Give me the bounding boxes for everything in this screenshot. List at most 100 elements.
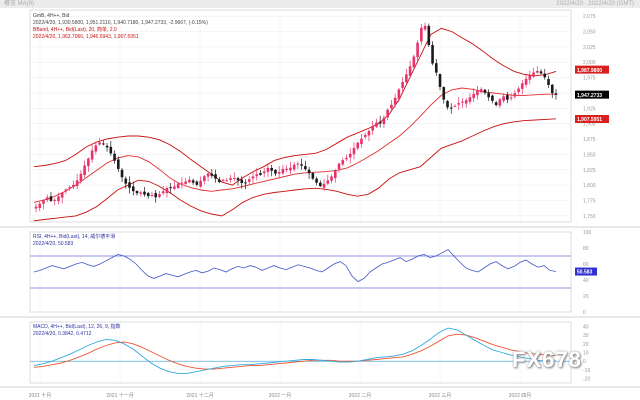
candle-body — [94, 145, 98, 152]
candle-body — [521, 83, 524, 89]
candle-body — [382, 117, 386, 125]
candle-body — [38, 203, 42, 209]
candle-body — [423, 25, 427, 30]
candle-body — [277, 172, 281, 174]
candle-body — [333, 170, 337, 179]
rsi-tick-label: 20 — [583, 294, 589, 300]
candle-body — [539, 71, 543, 74]
price-tick-label: 2,075 — [583, 14, 596, 20]
x-axis-label: 2021 十月 — [29, 392, 52, 399]
candle-body — [139, 192, 143, 194]
candle-body — [427, 25, 431, 46]
candle-body — [483, 89, 487, 93]
candle-body — [434, 63, 438, 73]
candle-body — [412, 56, 416, 68]
candle-body — [117, 159, 120, 169]
rsi-value-badge: 50.583 — [577, 270, 593, 276]
candle-body — [158, 194, 161, 197]
candle-body — [135, 191, 139, 194]
candle-body — [244, 182, 247, 184]
candle-body — [221, 179, 225, 181]
candle-body — [453, 105, 457, 107]
candle-body — [535, 71, 539, 73]
candle-body — [363, 134, 367, 137]
candle-body — [446, 101, 449, 108]
candle-body — [356, 142, 360, 149]
candle-body — [322, 183, 326, 188]
candle-body — [274, 169, 277, 174]
candle-body — [416, 42, 419, 58]
candle-body — [397, 89, 401, 100]
candle-body — [330, 176, 333, 181]
macd-tick-label: 40 — [583, 324, 589, 330]
candle-body — [195, 181, 199, 185]
macd-panel-frame — [29, 321, 572, 384]
price-tick-label: 2,025 — [583, 45, 596, 51]
candle-body — [300, 164, 303, 166]
candle-body — [57, 196, 60, 202]
x-axis-label: 2021 十一月 — [106, 392, 134, 399]
candle-body — [169, 187, 172, 189]
candle-body — [83, 165, 86, 176]
macd-value-label: 2022/4/20, 0.3842, 6.4712 — [33, 331, 92, 337]
candle-body — [532, 72, 535, 77]
candle-body — [53, 199, 57, 201]
price-tick-label: 1,825 — [583, 168, 596, 174]
candle-body — [442, 87, 446, 100]
last-price-tag: 1,947.2733 — [577, 93, 602, 99]
candle-body — [431, 44, 434, 64]
candle-body — [191, 180, 195, 183]
candle-body — [247, 179, 251, 182]
rsi-tick-label: 100 — [583, 230, 592, 236]
candle-body — [75, 180, 79, 187]
candle-body — [105, 145, 109, 148]
candle-body — [199, 180, 202, 187]
candle-body — [315, 178, 318, 183]
window-title-left: 概览 MA(9) — [4, 1, 35, 7]
macd-tick-label: 30 — [583, 333, 589, 339]
candle-body — [502, 96, 505, 101]
price-tick-label: 1,800 — [583, 183, 596, 189]
candle-body — [218, 179, 221, 183]
candle-body — [87, 158, 90, 167]
candle-body — [240, 179, 244, 184]
x-axis-label: 2022 一月 — [269, 393, 292, 399]
price-tick-label: 1,875 — [583, 137, 596, 143]
bollinger-upper-line — [33, 27, 557, 186]
candle-body — [506, 95, 509, 100]
macd-tick-label: -10 — [583, 368, 590, 374]
candle-body — [547, 79, 550, 85]
candle-body — [509, 97, 513, 99]
candle-body — [393, 97, 397, 105]
candle-body — [348, 153, 352, 158]
rsi-line — [33, 249, 557, 283]
candle-body — [251, 176, 255, 179]
candle-body — [476, 90, 479, 96]
macd-tick-label: 20 — [583, 342, 589, 348]
candle-body — [281, 168, 285, 174]
price-symbol-label: GmB, 4H++, Bid — [33, 13, 70, 19]
candle-body — [401, 81, 404, 88]
candle-body — [479, 89, 483, 93]
candle-body — [378, 121, 382, 124]
candle-body — [68, 187, 71, 189]
price-tick-label: 2,050 — [583, 30, 596, 36]
candle-body — [491, 95, 494, 101]
bband-values-label: 2022/4/20, 1,963.7066, 1,946.6943, 1,907… — [33, 34, 139, 40]
lower-band-price-tag: 1,907.5951 — [577, 117, 602, 123]
price-tick-label: 1,975 — [583, 76, 596, 82]
candle-body — [494, 102, 498, 106]
candle-body — [90, 150, 94, 160]
candle-body — [45, 197, 49, 201]
candle-body — [513, 93, 517, 97]
price-tick-label: 1,925 — [583, 106, 596, 112]
candle-body — [232, 177, 236, 179]
candle-body — [528, 75, 532, 80]
price-tick-label: 2,000 — [583, 60, 596, 66]
candle-body — [236, 178, 240, 181]
candle-body — [311, 173, 315, 179]
rsi-tick-label: 0 — [583, 310, 586, 316]
last-price-tag-bg — [575, 90, 609, 99]
candle-body — [34, 206, 38, 209]
